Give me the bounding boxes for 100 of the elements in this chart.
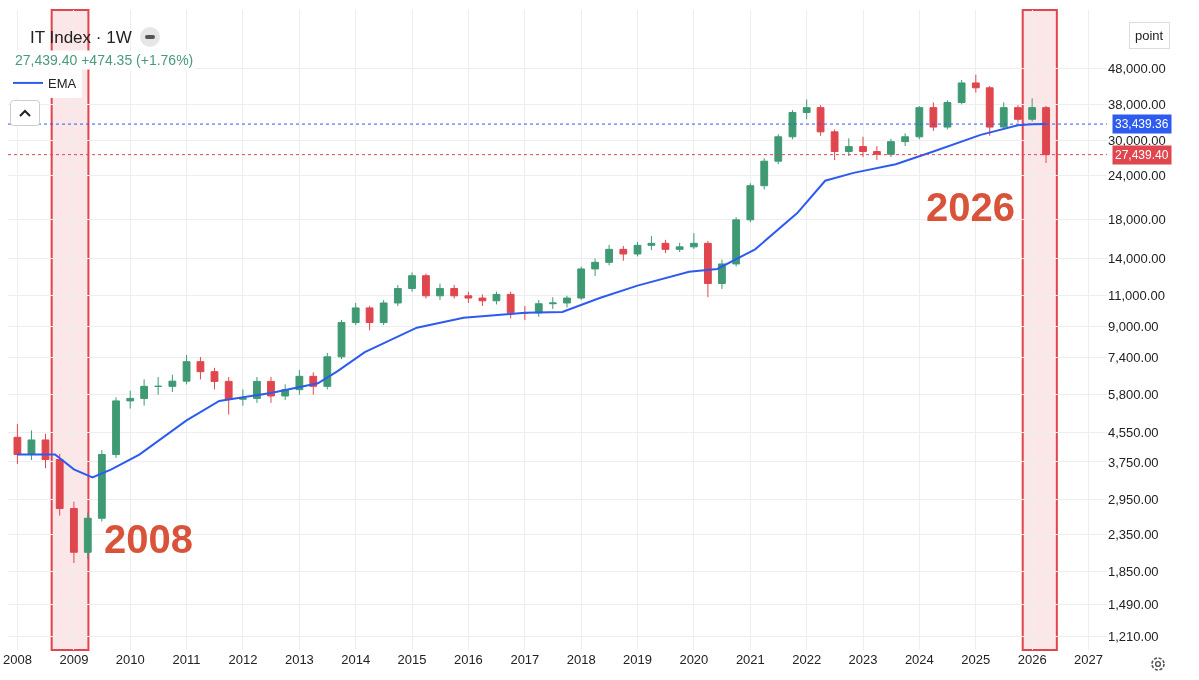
y-tick-label: 7,400.00 bbox=[1108, 349, 1159, 365]
y-tick-label: 48,000.00 bbox=[1108, 60, 1166, 76]
x-tick-label: 2012 bbox=[228, 652, 258, 667]
y-tick-label: 24,000.00 bbox=[1108, 167, 1166, 183]
candlestick bbox=[97, 449, 106, 523]
candlestick bbox=[168, 374, 177, 393]
candlestick bbox=[887, 138, 895, 158]
candlestick bbox=[492, 291, 501, 305]
y-tick-label: 1,210.00 bbox=[1108, 629, 1159, 645]
candlestick bbox=[689, 232, 698, 250]
x-tick-label: 2014 bbox=[341, 652, 371, 667]
candlestick bbox=[760, 157, 769, 190]
candlestick bbox=[351, 302, 360, 326]
candlestick bbox=[943, 99, 952, 130]
candlestick bbox=[929, 101, 938, 132]
text: 27,439.40 +474.35 (+1.76%) bbox=[15, 52, 194, 68]
candlestick bbox=[703, 240, 712, 298]
candlestick bbox=[210, 367, 219, 390]
x-tick-label: 2016 bbox=[453, 652, 483, 667]
y-tick-label: 3,750.00 bbox=[1108, 454, 1159, 470]
ref-line-label: 33,439.36 bbox=[1115, 117, 1169, 131]
x-tick-label: 2020 bbox=[679, 652, 709, 667]
x-tick-label: 2018 bbox=[566, 652, 596, 667]
candlestick bbox=[788, 109, 797, 140]
candlestick bbox=[464, 291, 473, 304]
candlestick bbox=[55, 453, 64, 517]
candlestick bbox=[393, 284, 402, 307]
candlestick bbox=[844, 137, 853, 157]
candlestick bbox=[661, 239, 670, 254]
y-tick-label: 1,490.00 bbox=[1108, 597, 1159, 613]
x-tick-label: 2011 bbox=[172, 652, 201, 667]
candlestick bbox=[422, 273, 430, 300]
x-tick-label: 2017 bbox=[510, 652, 540, 667]
y-tick-label: 18,000.00 bbox=[1108, 212, 1166, 228]
candlestick bbox=[154, 376, 163, 396]
candlestick bbox=[971, 74, 980, 94]
x-tick-label: 2009 bbox=[59, 652, 89, 667]
candlestick bbox=[605, 244, 614, 266]
y-tick-label: 2,950.00 bbox=[1108, 491, 1159, 507]
candlestick bbox=[732, 216, 741, 267]
y-tick-label: 5,800.00 bbox=[1108, 387, 1159, 403]
x-tick-label: 2013 bbox=[284, 652, 314, 667]
candlestick bbox=[563, 295, 571, 308]
candlestick bbox=[999, 101, 1008, 130]
text: point bbox=[1135, 28, 1164, 43]
x-tick-label: 2022 bbox=[792, 652, 822, 667]
candlestick bbox=[224, 376, 233, 415]
x-tick-label: 2015 bbox=[397, 652, 427, 667]
candlestick bbox=[548, 296, 557, 310]
candlestick bbox=[13, 423, 22, 465]
candlestick bbox=[365, 305, 374, 331]
y-tick-label: 4,550.00 bbox=[1108, 424, 1159, 440]
candlestick bbox=[478, 293, 487, 307]
candlestick bbox=[196, 356, 205, 380]
candlestick bbox=[915, 105, 924, 140]
candlestick bbox=[83, 512, 92, 560]
x-tick-label: 2023 bbox=[848, 652, 878, 667]
candlestick bbox=[901, 132, 910, 147]
x-tick-label: 2027 bbox=[1074, 652, 1103, 667]
candlestick bbox=[112, 396, 120, 459]
candlestick bbox=[323, 352, 332, 390]
x-tick-label: 2026 bbox=[1017, 652, 1047, 667]
x-tick-label: 2008 bbox=[2, 652, 32, 667]
x-tick-label: 2010 bbox=[115, 652, 145, 667]
candlestick bbox=[379, 299, 388, 326]
candlestick bbox=[774, 133, 783, 165]
candlestick bbox=[746, 182, 755, 223]
candlestick bbox=[619, 245, 628, 262]
candlestick bbox=[957, 79, 966, 105]
y-tick-label: 38,000.00 bbox=[1108, 96, 1166, 112]
y-tick-label: 30,000.00 bbox=[1108, 133, 1166, 149]
candlestick bbox=[633, 241, 642, 257]
y-tick-label: 2,350.00 bbox=[1108, 526, 1159, 542]
candlestick bbox=[647, 235, 656, 251]
band-label: 2008 bbox=[104, 517, 193, 561]
y-tick-label: 9,000.00 bbox=[1108, 319, 1159, 335]
candlestick bbox=[140, 378, 149, 407]
candlestick bbox=[436, 283, 444, 301]
ref-line-label: 27,439.40 bbox=[1115, 148, 1169, 162]
y-tick-label: 1,850.00 bbox=[1108, 563, 1159, 579]
candlestick bbox=[182, 354, 191, 385]
candlestick bbox=[450, 284, 459, 300]
candlestick bbox=[408, 271, 416, 293]
candlestick bbox=[591, 258, 599, 277]
x-tick-label: 2019 bbox=[623, 652, 652, 667]
y-tick-label: 11,000.00 bbox=[1108, 288, 1165, 304]
candlestick bbox=[506, 291, 515, 319]
candlestick bbox=[675, 242, 684, 253]
y-tick-label: 14,000.00 bbox=[1108, 251, 1166, 267]
candlestick bbox=[816, 104, 825, 137]
candlestick bbox=[985, 85, 994, 137]
legend-label: EMA bbox=[48, 75, 77, 91]
x-tick-label: 2024 bbox=[904, 652, 934, 667]
candlestick bbox=[802, 99, 811, 120]
candlestick bbox=[27, 429, 36, 461]
band-label: 2026 bbox=[926, 185, 1015, 229]
x-tick-label: 2021 bbox=[735, 652, 765, 667]
candlestick bbox=[337, 319, 346, 360]
candlestick bbox=[577, 265, 586, 301]
candlestick bbox=[126, 390, 135, 410]
